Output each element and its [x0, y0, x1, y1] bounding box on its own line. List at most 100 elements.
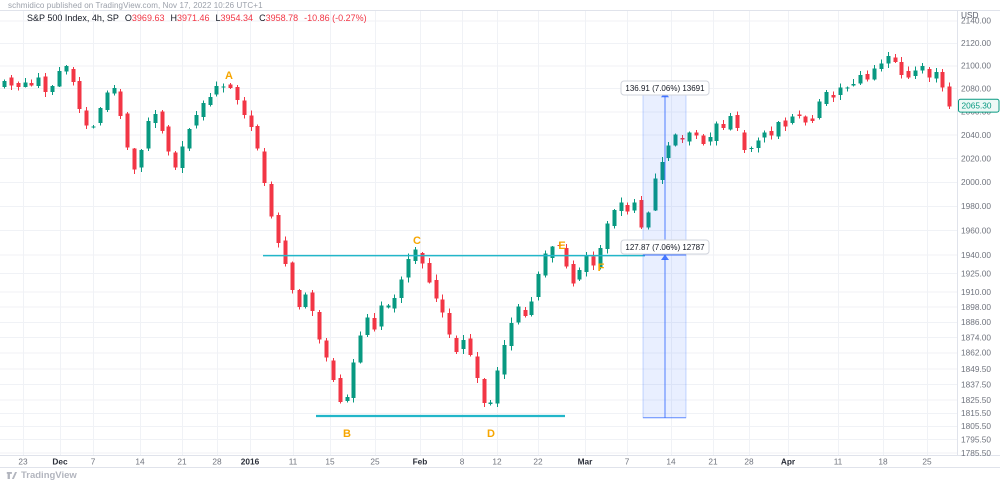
candle-body [139, 150, 144, 168]
candle-body [810, 118, 815, 121]
annotation-letter-d[interactable]: D [487, 428, 495, 440]
ohlc-prefix: H [170, 13, 177, 23]
range-label-text: 127.87 (7.06%) 12787 [625, 243, 705, 252]
candle-body [262, 151, 267, 183]
candle-body [680, 137, 685, 140]
last-price-box[interactable] [958, 98, 1000, 113]
candle-body [310, 292, 315, 312]
symbol-title[interactable]: S&P 500 Index, 4h, SP [27, 13, 119, 23]
candle-body [536, 273, 541, 298]
candle-body [214, 86, 219, 95]
candle-body [502, 344, 507, 375]
candle-body [625, 204, 630, 212]
candle-body [146, 120, 151, 149]
tradingview-watermark[interactable]: TradingView [6, 470, 77, 481]
time-tick-label: Feb [413, 457, 428, 467]
annotation-letter-b[interactable]: B [343, 428, 351, 440]
candle-body [290, 262, 295, 291]
candle-body [529, 301, 534, 315]
candle-body [714, 123, 719, 141]
candle-body [77, 81, 82, 110]
candle-body [84, 110, 89, 126]
candlestick-layer[interactable] [2, 52, 952, 408]
candle-body [112, 87, 117, 94]
candle-body [201, 102, 206, 118]
candle-body [619, 202, 624, 211]
candle-body [276, 214, 281, 243]
candle-body [399, 279, 404, 299]
candle-body [447, 313, 452, 335]
candle-body [345, 396, 350, 401]
projected-target-range[interactable] [642, 91, 687, 256]
range-label-box[interactable] [620, 239, 710, 255]
candle-body [255, 125, 260, 149]
candle-body [9, 77, 14, 86]
candle-body [461, 339, 466, 350]
candle-body [653, 178, 658, 211]
measured-move-range-label[interactable]: 127.87 (7.06%) 12787 [620, 239, 710, 255]
last-price-label[interactable]: 2065.30 [958, 98, 1000, 113]
candle-body [947, 86, 952, 107]
candle-body [769, 131, 774, 136]
time-tick-label: 7 [91, 457, 96, 467]
candle-body [57, 71, 62, 87]
time-tick-label: Apr [781, 457, 796, 467]
candle-body [701, 135, 706, 145]
annotation-letter-c[interactable]: C [413, 235, 421, 247]
candle-body [194, 115, 199, 126]
time-tick-label: 11 [834, 457, 843, 467]
time-tick-label: 23 [18, 457, 28, 467]
candle-body [824, 92, 829, 104]
candle-body [660, 162, 665, 180]
measured-move-range[interactable] [642, 254, 687, 419]
grid-layer [0, 10, 957, 455]
candle-body [488, 402, 493, 404]
candle-body [742, 132, 747, 151]
candle-body [762, 132, 767, 138]
candle-body [495, 370, 500, 404]
price-tick-label: 2040.00 [961, 130, 991, 140]
candle-body [283, 240, 288, 264]
candle-body [838, 87, 843, 96]
candle-body [475, 356, 480, 378]
range-arrow-head [661, 254, 669, 260]
ohlc-value: 3969.63 [131, 13, 165, 23]
time-axis[interactable]: 23 Dec 7 14 21 28 2016 11 15 25 Feb 8 12 22 Mar 7 14 21 28… [18, 457, 932, 467]
range-label-box[interactable] [620, 80, 710, 96]
candle-body [468, 338, 473, 355]
candle-body [420, 252, 425, 264]
candle-body [29, 82, 34, 86]
candle-body [71, 68, 76, 83]
price-tick-label: 1898.00 [961, 302, 991, 312]
price-axis[interactable]: USD2140.002120.002100.002080.002060.0020… [958, 10, 1000, 458]
candle-body [228, 84, 233, 89]
time-tick-label: 21 [708, 457, 718, 467]
candle-body [899, 61, 904, 76]
candle-body [392, 298, 397, 309]
candle-body [749, 148, 754, 150]
price-tick-label: 2000.00 [961, 177, 991, 187]
candle-body [879, 63, 884, 70]
candle-body [173, 152, 178, 168]
price-tick-label: 2100.00 [961, 61, 991, 71]
candle-body [893, 57, 898, 62]
annotation-letter-f[interactable]: F [598, 262, 605, 274]
candle-body [516, 306, 521, 323]
symbol-legend[interactable]: S&P 500 Index, 4h, SP O3969.63 H3971.46 L39… [27, 13, 367, 23]
candle-body [906, 70, 911, 78]
candle-body [440, 299, 445, 313]
candle-body [858, 74, 863, 84]
price-tick-label: 1874.00 [961, 332, 991, 342]
time-tick-label: 11 [289, 457, 298, 467]
projected-target-range-label[interactable]: 136.91 (7.06%) 13691 [620, 80, 710, 96]
candle-body [940, 71, 945, 88]
candle-body [36, 77, 41, 86]
candle-body [577, 269, 582, 280]
price-tick-label: 1795.50 [961, 434, 991, 444]
annotation-letter-a[interactable]: A [225, 70, 233, 82]
candle-body [632, 202, 637, 211]
price-tick-label: 1980.00 [961, 201, 991, 211]
annotation-letter-e[interactable]: E [558, 240, 565, 252]
candle-body [776, 121, 781, 137]
